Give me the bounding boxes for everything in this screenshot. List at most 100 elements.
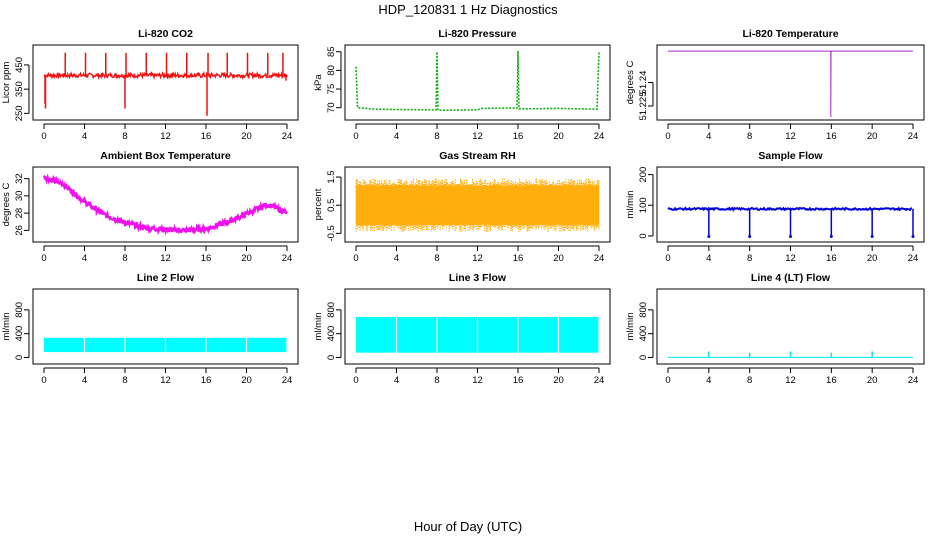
series-li_temp (668, 50, 913, 118)
series-line (667, 206, 913, 212)
y-tick-label: 0 (14, 355, 25, 360)
x-tick-label: 20 (553, 375, 564, 386)
y-tick-label: 26 (14, 225, 25, 236)
x-tick-label: 16 (201, 131, 212, 142)
panel-title: Line 2 Flow (137, 272, 195, 284)
x-tick-label: 20 (241, 375, 252, 386)
x-tick-label: 20 (867, 253, 878, 264)
plot-frame (32, 288, 299, 365)
panel-title: Line 4 (LT) Flow (751, 272, 831, 284)
chart-pressure: Li-820 Pressure kPa 0 4 8 12 16 20 24 70 75 80 85 (313, 28, 611, 142)
x-tick-label: 20 (553, 131, 564, 142)
y-tick-label: 800 (638, 302, 649, 318)
x-tick-label: 24 (282, 375, 293, 386)
plot-frame (344, 166, 611, 243)
flow-block (397, 316, 437, 353)
flow-block (437, 316, 477, 353)
y-axis-label: degrees C (1, 182, 12, 226)
x-tick-label: 4 (394, 375, 399, 386)
x-tick-label: 8 (122, 131, 127, 142)
x-tick-label: 16 (201, 375, 212, 386)
x-tick-label: 8 (434, 131, 439, 142)
x-tick-label: 12 (160, 131, 171, 142)
dip-point (748, 235, 752, 239)
x-tick-label: 4 (706, 375, 711, 386)
x-tick-label: 16 (826, 131, 837, 142)
x-tick-label: 8 (122, 253, 127, 264)
panel-title: Li-820 Temperature (742, 28, 838, 40)
panel-title: Li-820 Pressure (438, 28, 516, 40)
y-tick-label: 0.5 (326, 199, 337, 212)
x-tick-label: 24 (908, 253, 919, 264)
x-tick-label: 12 (472, 253, 483, 264)
y-tick-label: 400 (326, 326, 337, 342)
x-tick-label: 20 (241, 131, 252, 142)
plot-frame (656, 44, 925, 121)
x-tick-label: 24 (594, 253, 605, 264)
series-co2 (43, 52, 288, 116)
plot-frame (344, 288, 611, 365)
series-line (355, 50, 600, 112)
y-tick-label: 200 (638, 167, 649, 183)
y-axis-label: ml/min (625, 191, 636, 219)
y-tick-label: -0.5 (326, 225, 337, 241)
x-tick-label: 12 (160, 253, 171, 264)
chart-li_temp: Li-820 Temperature degrees C 0 4 8 12 16 20 24 51… (625, 28, 925, 142)
series-line (43, 70, 288, 81)
chart-line2: Line 2 Flow ml/min 0 4 8 12 16 20 24 0 400 800 (1, 272, 299, 386)
dip-point (789, 235, 792, 239)
y-tick-label: 51.24 (638, 71, 649, 95)
y-axis-label: ml/min (625, 313, 636, 341)
figure-title: HDP_120831 1 Hz Diagnostics (378, 2, 558, 17)
x-tick-label: 0 (41, 375, 46, 386)
series-line (668, 50, 913, 118)
y-tick-label: 85 (326, 46, 337, 57)
chart-box_temp: Ambient Box Temperature degrees C 0 4 8 12 16 2… (1, 150, 299, 264)
y-axis-label: degrees C (625, 60, 636, 104)
y-tick-label: 32 (14, 173, 25, 184)
x-tick-label: 12 (785, 131, 796, 142)
dip-point (911, 235, 915, 239)
x-tick-label: 16 (826, 253, 837, 264)
x-tick-label: 4 (82, 375, 87, 386)
y-tick-label: 400 (638, 326, 649, 342)
x-tick-label: 16 (826, 375, 837, 386)
x-tick-label: 16 (513, 253, 524, 264)
y-tick-label: 1.5 (326, 170, 337, 183)
x-tick-label: 8 (747, 375, 752, 386)
x-tick-label: 8 (434, 253, 439, 264)
x-tick-label: 8 (747, 131, 752, 142)
y-tick-label: 450 (14, 57, 25, 73)
x-tick-label: 0 (665, 375, 670, 386)
series-rh (355, 178, 600, 232)
y-tick-label: 100 (638, 197, 649, 213)
dip-point (829, 235, 833, 239)
dip-point (870, 235, 874, 239)
x-tick-label: 24 (594, 131, 605, 142)
flow-block (478, 316, 518, 353)
panel-title: Gas Stream RH (439, 150, 515, 162)
y-tick-label: 51.225 (638, 91, 649, 120)
x-tick-label: 0 (665, 253, 670, 264)
x-tick-label: 24 (282, 131, 293, 142)
flow-block (125, 337, 165, 353)
x-tick-label: 20 (867, 131, 878, 142)
series-box_temp (42, 173, 288, 236)
series-line (42, 173, 288, 236)
x-tick-label: 12 (472, 131, 483, 142)
x-tick-label: 12 (472, 375, 483, 386)
flow-block (166, 337, 206, 353)
x-tick-label: 8 (747, 253, 752, 264)
x-tick-label: 0 (41, 131, 46, 142)
plot-frame (32, 44, 299, 121)
x-tick-label: 12 (160, 375, 171, 386)
flow-block (247, 337, 287, 353)
x-tick-label: 4 (706, 131, 711, 142)
y-tick-label: 80 (326, 65, 337, 76)
flow-block (356, 316, 396, 353)
x-tick-label: 24 (282, 253, 293, 264)
panel-title: Line 3 Flow (449, 272, 507, 284)
x-tick-label: 0 (353, 253, 358, 264)
